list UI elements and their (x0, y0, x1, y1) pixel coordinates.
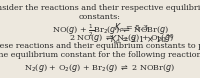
Text: the equilibrium constant for the following reaction:: the equilibrium constant for the followi… (0, 51, 200, 59)
Text: 2 NO($g$) $\rightleftharpoons$ N$_2$($g$) + O$_2$($g$): 2 NO($g$) $\rightleftharpoons$ N$_2$($g$… (69, 32, 173, 44)
Text: constants:: constants: (79, 13, 121, 21)
Text: Use these reactions and their equilibrium constants to predict: Use these reactions and their equilibriu… (0, 42, 200, 50)
Text: $K_p$ = 5.3: $K_p$ = 5.3 (114, 22, 149, 35)
Text: NO($g$) + $\frac{1}{2}$Br$_2$($g$) $\rightleftharpoons$ NOBr($g$): NO($g$) + $\frac{1}{2}$Br$_2$($g$) $\rig… (52, 22, 169, 39)
Text: N$_2$($g$) + O$_2$($g$) + Br$_2$($g$) $\rightleftharpoons$ 2 NOBr($g$): N$_2$($g$) + O$_2$($g$) + Br$_2$($g$) $\… (24, 62, 176, 74)
Text: $K_p$ = 2.1 $\times$ 10$^{30}$: $K_p$ = 2.1 $\times$ 10$^{30}$ (110, 32, 174, 47)
Text: Consider the reactions and their respective equilibrium: Consider the reactions and their respect… (0, 4, 200, 12)
